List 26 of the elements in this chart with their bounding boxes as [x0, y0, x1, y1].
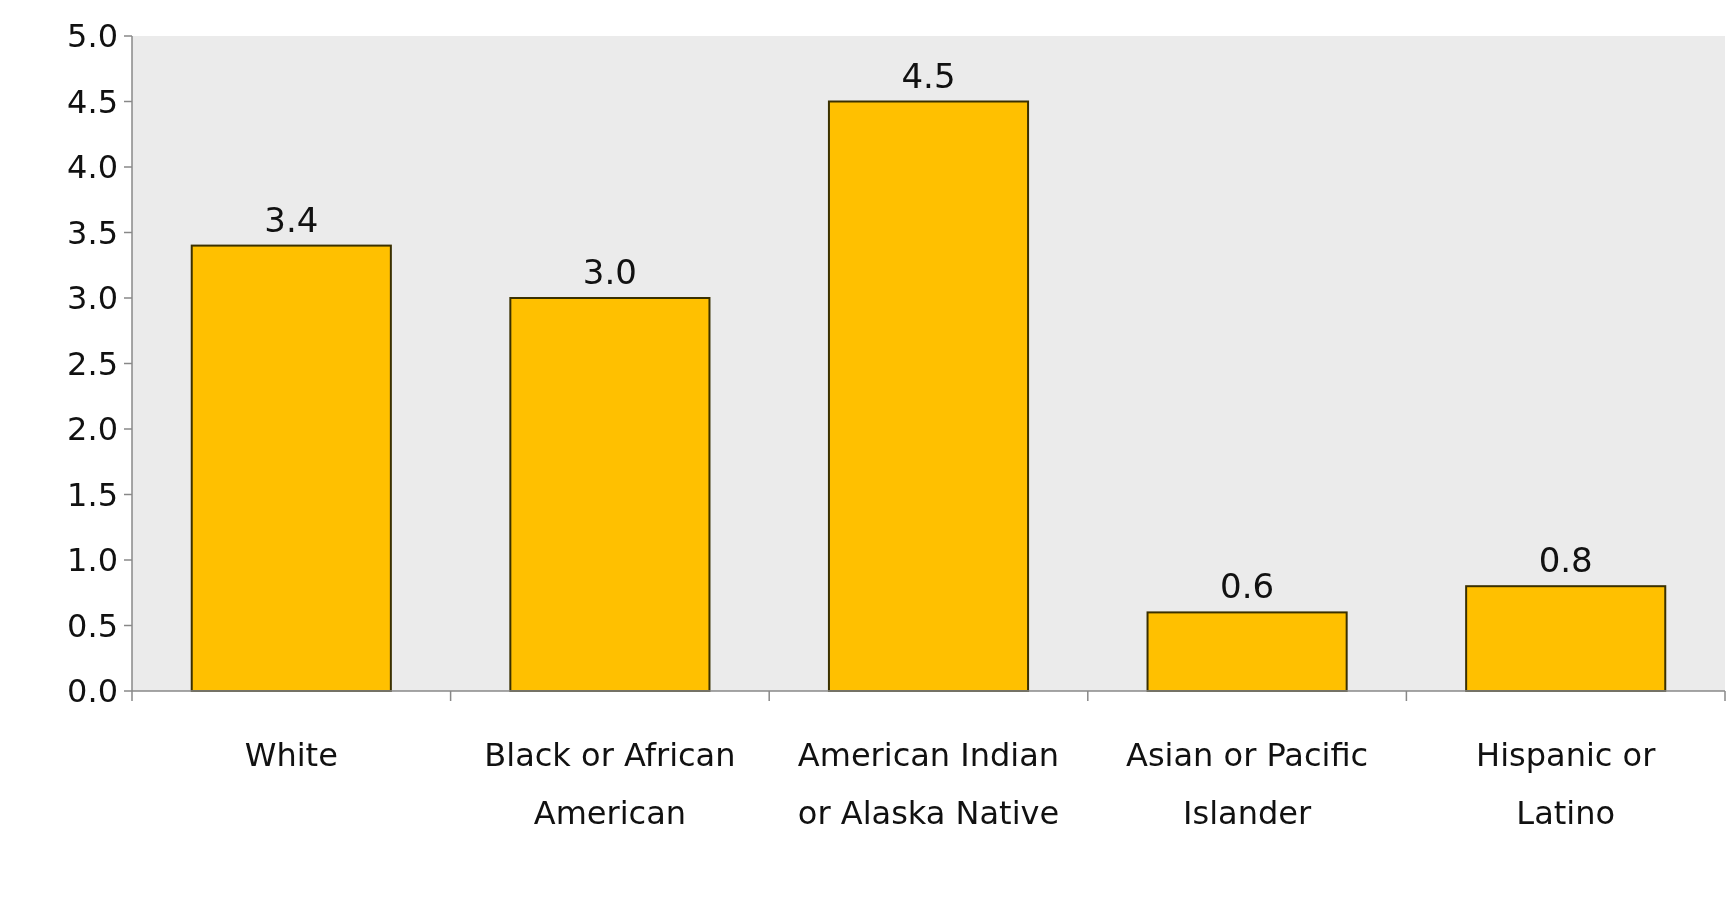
- x-tick-label: American Indian or Alaska Native: [797, 736, 1060, 832]
- y-tick-label: 1.0: [67, 541, 118, 580]
- y-tick-label: 1.5: [67, 475, 118, 514]
- bar: [1465, 585, 1667, 692]
- data-label: 0.8: [1538, 540, 1593, 581]
- bar: [827, 100, 1030, 692]
- x-tick-label: White: [244, 736, 338, 774]
- data-label: 3.4: [264, 199, 319, 240]
- y-tick-label: 4.0: [67, 148, 118, 187]
- y-tick-label: 2.5: [67, 344, 118, 383]
- bar: [190, 244, 392, 692]
- y-tick-label: 3.0: [67, 279, 118, 318]
- data-label: 0.6: [1220, 566, 1275, 607]
- x-tick-label: Hispanic or Latino: [1476, 736, 1657, 832]
- y-tick-label: 0.0: [67, 672, 118, 711]
- y-tick-label: 5.0: [67, 17, 118, 56]
- bar: [1146, 611, 1348, 692]
- data-label: 4.5: [901, 55, 956, 96]
- data-label: 3.0: [582, 252, 637, 292]
- y-tick-label: 0.5: [67, 606, 118, 645]
- y-tick-label: 4.5: [67, 82, 118, 121]
- y-tick-label: 3.5: [67, 213, 118, 252]
- y-tick-label: 2.0: [67, 410, 118, 449]
- bar: [509, 297, 711, 692]
- x-tick-label: Black or African American: [484, 736, 736, 832]
- x-tick-label: Asian or Pacific Islander: [1126, 736, 1369, 832]
